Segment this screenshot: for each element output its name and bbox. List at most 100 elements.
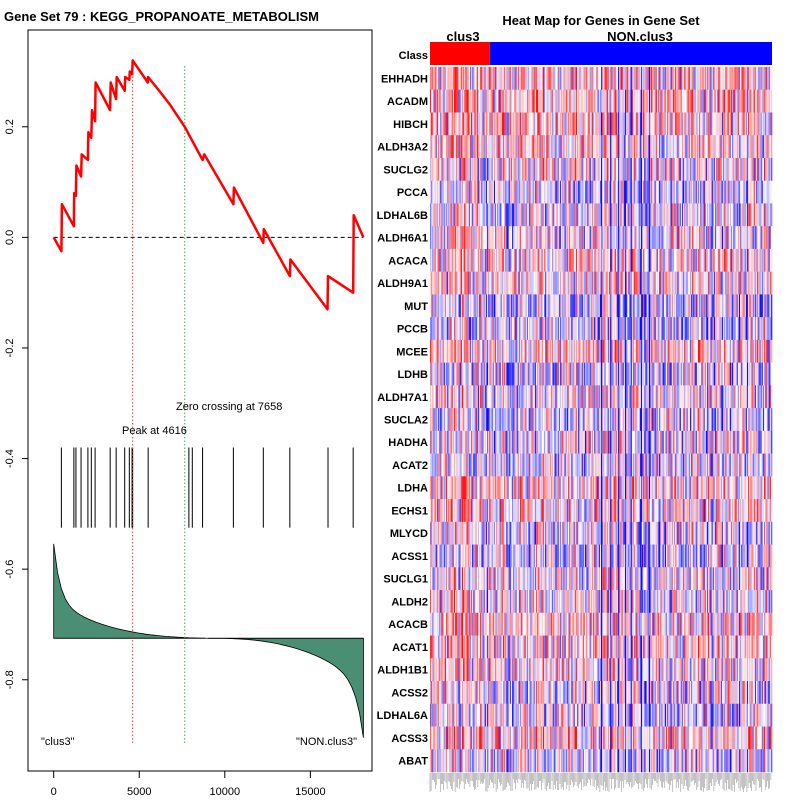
heatmap-cell xyxy=(691,339,693,363)
heatmap-cell xyxy=(514,226,516,250)
heatmap-cell xyxy=(719,271,722,295)
heatmap-cell xyxy=(509,112,512,136)
heatmap-cell xyxy=(494,157,497,182)
heatmap-cell xyxy=(616,385,619,409)
heatmap-cell xyxy=(751,67,753,91)
heatmap-cell xyxy=(556,362,559,386)
heatmap-cell xyxy=(751,317,753,341)
heatmap-cell xyxy=(631,203,634,227)
heatmap-cell xyxy=(436,248,439,272)
heatmap-cell xyxy=(685,339,687,363)
heatmap-cell xyxy=(648,385,651,409)
heatmap-cell xyxy=(547,135,549,159)
heatmap-cell xyxy=(694,317,696,341)
heatmap-cell xyxy=(687,271,690,295)
heatmap-cell xyxy=(497,67,499,91)
heatmap-cell xyxy=(581,180,584,204)
heatmap-cell xyxy=(607,408,610,432)
heatmap-cell xyxy=(555,135,557,159)
heatmap-cell xyxy=(493,248,496,272)
heatmap-cell xyxy=(563,180,565,204)
heatmap-cell xyxy=(492,157,495,182)
heatmap-cell xyxy=(596,385,598,409)
heatmap-cell xyxy=(557,157,560,182)
heatmap-cell xyxy=(435,157,438,182)
heatmap-cell xyxy=(606,294,609,318)
heatmap-cell xyxy=(756,112,758,136)
heatmap-cell xyxy=(433,135,435,159)
heatmap-cell xyxy=(683,203,685,227)
heatmap-cell xyxy=(547,226,549,250)
heatmap-cell xyxy=(577,135,579,159)
heatmap-cell xyxy=(434,157,437,182)
heatmap-cell xyxy=(753,294,756,318)
heatmap-cell xyxy=(557,203,560,227)
heatmap-cell xyxy=(529,180,531,204)
heatmap-cell xyxy=(567,317,570,341)
heatmap-cell xyxy=(704,339,707,363)
heatmap-cell xyxy=(498,317,500,341)
heatmap-cell xyxy=(441,362,443,386)
heatmap-cell xyxy=(669,294,671,318)
heatmap-cell xyxy=(720,385,723,409)
heatmap-cell xyxy=(572,135,574,159)
heatmap-cell xyxy=(448,294,450,318)
heatmap-cell xyxy=(689,180,692,204)
heatmap-cell xyxy=(480,135,482,159)
heatmap-cell xyxy=(538,362,540,386)
heatmap-cell xyxy=(515,317,517,341)
heatmap-cell xyxy=(703,317,706,341)
heatmap-cell xyxy=(646,180,649,204)
heatmap-cell xyxy=(724,339,726,363)
heatmap-cell xyxy=(619,180,621,204)
heatmap-cell xyxy=(704,408,707,432)
heatmap-cell xyxy=(559,339,562,363)
heatmap-cell xyxy=(493,226,496,250)
heatmap-cell xyxy=(699,317,701,341)
heatmap-cell xyxy=(640,135,643,159)
heatmap-cell xyxy=(442,226,445,250)
heatmap-cell xyxy=(599,339,602,363)
heatmap-cell xyxy=(586,203,588,227)
heatmap-cell xyxy=(694,203,696,227)
heatmap-cell xyxy=(742,180,744,204)
heatmap-cell xyxy=(578,294,580,318)
heatmap-cell xyxy=(449,203,451,227)
heatmap-cell xyxy=(492,180,495,204)
heatmap-cell xyxy=(728,157,731,182)
heatmap-cell xyxy=(769,157,772,182)
heatmap-cell xyxy=(648,271,651,295)
heatmap-cell xyxy=(695,385,698,409)
heatmap-cell xyxy=(518,135,521,159)
heatmap-cell xyxy=(570,339,572,363)
heatmap-cell xyxy=(695,180,698,204)
heatmap-cell xyxy=(566,226,569,250)
heatmap-cell xyxy=(556,317,559,341)
heatmap-cell xyxy=(708,385,710,409)
heatmap-cell xyxy=(675,89,677,113)
heatmap-cell xyxy=(683,408,685,432)
heatmap-cell xyxy=(474,112,476,136)
heatmap-cell xyxy=(520,203,522,227)
heatmap-cell xyxy=(606,226,609,250)
heatmap-cell xyxy=(758,385,760,409)
heatmap-cell xyxy=(443,180,446,204)
heatmap-cell xyxy=(668,248,670,272)
heatmap-cell xyxy=(729,157,732,182)
heatmap-cell xyxy=(473,157,475,182)
heatmap-cell xyxy=(531,317,533,341)
heatmap-cell xyxy=(655,248,658,272)
class-label-clus3: clus3 xyxy=(446,29,479,44)
heatmap-cell xyxy=(696,317,699,341)
heatmap-cell xyxy=(644,271,646,295)
heatmap-cell xyxy=(566,271,569,295)
heatmap-cell xyxy=(616,135,619,159)
heatmap-cell xyxy=(570,112,572,136)
heatmap-cell xyxy=(434,226,437,250)
heatmap-cell xyxy=(436,385,439,409)
heatmap-cell xyxy=(510,362,513,386)
heatmap-cell xyxy=(494,271,497,295)
heatmap-cell xyxy=(525,271,528,295)
heatmap-cell xyxy=(522,408,524,432)
heatmap-cell xyxy=(578,226,580,250)
